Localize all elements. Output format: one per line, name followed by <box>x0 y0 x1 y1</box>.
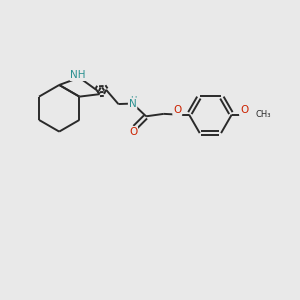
Text: NH: NH <box>70 70 86 80</box>
Text: O: O <box>173 105 182 115</box>
Text: O: O <box>240 105 248 115</box>
Text: O: O <box>129 127 137 137</box>
Text: H: H <box>130 96 136 105</box>
Text: CH₃: CH₃ <box>255 110 271 118</box>
Text: N: N <box>129 99 136 109</box>
